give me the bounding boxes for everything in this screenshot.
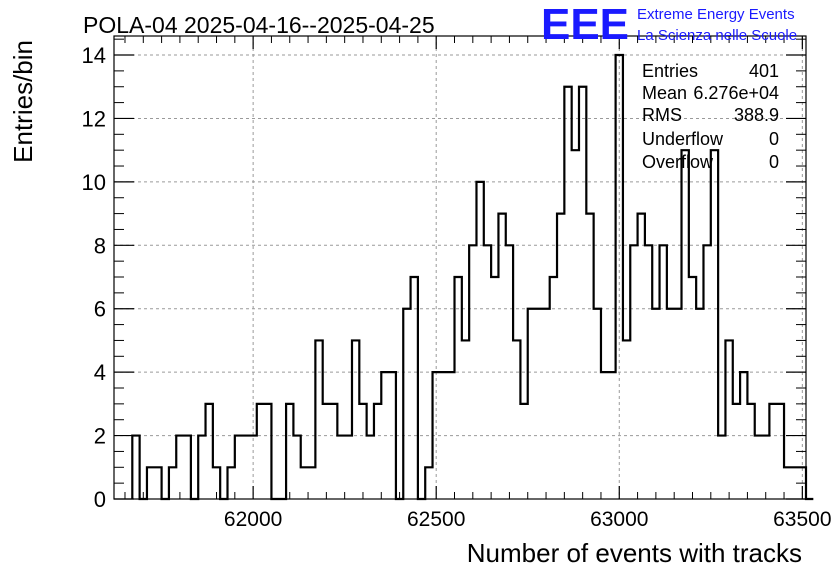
stats-box: Entries 401 Mean 6.276e+04 RMS 388.9 Und… <box>642 61 779 172</box>
x-tick-label: 63500 <box>773 508 831 531</box>
stats-mean-value: 6.276e+04 <box>693 83 779 103</box>
stats-entries-label: Entries <box>642 61 698 81</box>
stats-overflow-value: 0 <box>769 152 779 172</box>
histogram-outline <box>131 53 814 501</box>
stats-underflow-value: 0 <box>769 129 779 149</box>
stats-mean-label: Mean <box>642 83 687 103</box>
plot-frame <box>113 35 807 500</box>
y-axis-label: Entries/bin <box>8 40 38 163</box>
y-tick-label: 8 <box>94 233 106 258</box>
x-tick-label: 62000 <box>224 508 282 531</box>
stats-rms-label: RMS <box>642 105 682 125</box>
eee-logo: EEE <box>541 0 629 49</box>
logo-caption-line1: Extreme Energy Events <box>637 6 795 23</box>
x-axis-label: Number of events with tracks <box>467 538 802 568</box>
y-tick-label: 14 <box>82 43 106 68</box>
y-tick-label: 6 <box>94 297 106 322</box>
x-tick-label: 63000 <box>590 508 648 531</box>
stats-overflow-label: Overflow <box>642 152 714 172</box>
axis-ticks <box>114 36 806 500</box>
y-tick-label: 4 <box>94 360 106 385</box>
stats-entries-value: 401 <box>749 61 779 81</box>
x-tick-label: 62500 <box>407 508 465 531</box>
y-tick-label: 10 <box>82 170 106 195</box>
chart-title: POLA-04 2025-04-16--2025-04-25 <box>83 12 435 38</box>
stats-underflow-label: Underflow <box>642 129 724 149</box>
y-tick-label: 2 <box>94 424 106 449</box>
logo-caption-line2: La Scienza nelle Scuole <box>637 27 797 44</box>
y-tick-label: 0 <box>94 487 106 512</box>
y-tick-label: 12 <box>82 106 106 131</box>
tick-labels: 62000 62500 63000 63500 0 2 4 6 8 10 12 14 <box>82 43 832 531</box>
grid-lines <box>114 36 806 500</box>
stats-rms-value: 388.9 <box>734 105 779 125</box>
